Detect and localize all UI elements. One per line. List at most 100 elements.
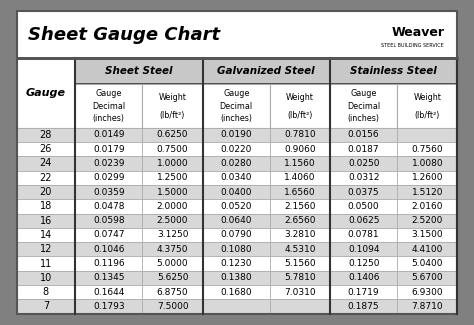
Bar	[397, 299, 457, 314]
Bar	[330, 142, 397, 156]
Text: 0.0220: 0.0220	[220, 145, 252, 154]
Text: Stainless Steel: Stainless Steel	[350, 66, 437, 76]
Text: (inches): (inches)	[93, 114, 125, 124]
Text: 8: 8	[43, 287, 49, 297]
Bar	[17, 214, 75, 228]
Bar	[270, 242, 330, 256]
Text: 7.8710: 7.8710	[411, 302, 443, 311]
Text: 6.8750: 6.8750	[157, 288, 188, 297]
Bar	[270, 156, 330, 171]
Text: 1.4060: 1.4060	[284, 173, 316, 182]
Text: Gauge: Gauge	[26, 88, 66, 98]
Bar	[17, 299, 75, 314]
Text: 0.6250: 0.6250	[157, 130, 188, 139]
Bar	[17, 285, 75, 299]
Bar	[143, 242, 202, 256]
Bar	[330, 185, 397, 199]
Text: 0.1230: 0.1230	[220, 259, 252, 268]
Text: 3.1500: 3.1500	[411, 230, 443, 240]
Text: 0.0781: 0.0781	[348, 230, 380, 240]
Bar	[17, 256, 75, 271]
Text: 3.1250: 3.1250	[157, 230, 188, 240]
Text: Weight: Weight	[286, 94, 314, 102]
Text: 7: 7	[43, 302, 49, 311]
Bar	[17, 142, 75, 156]
Text: 18: 18	[40, 202, 52, 211]
Text: 0.1875: 0.1875	[348, 302, 380, 311]
Text: 0.0640: 0.0640	[220, 216, 252, 225]
Text: 5.1560: 5.1560	[284, 259, 316, 268]
Bar	[270, 171, 330, 185]
Text: 0.0239: 0.0239	[93, 159, 125, 168]
Bar	[397, 171, 457, 185]
Text: 5.0000: 5.0000	[157, 259, 188, 268]
Bar	[270, 185, 330, 199]
Text: 0.7560: 0.7560	[411, 145, 443, 154]
Bar	[202, 199, 270, 214]
Text: 0.1080: 0.1080	[220, 245, 252, 254]
Bar	[75, 199, 143, 214]
Text: 2.0000: 2.0000	[157, 202, 188, 211]
Bar	[330, 156, 397, 171]
Text: Gauge: Gauge	[96, 89, 122, 98]
Text: 1.5000: 1.5000	[157, 188, 188, 197]
Text: 3.2810: 3.2810	[284, 230, 316, 240]
Bar	[143, 271, 202, 285]
Bar	[202, 228, 270, 242]
Text: 0.0190: 0.0190	[220, 130, 252, 139]
Text: 7.0310: 7.0310	[284, 288, 316, 297]
Text: (lb/ft²): (lb/ft²)	[287, 111, 313, 120]
Text: Sheet Gauge Chart: Sheet Gauge Chart	[27, 26, 220, 44]
Text: Gauge: Gauge	[223, 89, 249, 98]
Text: 1.0080: 1.0080	[411, 159, 443, 168]
Text: 1.2600: 1.2600	[411, 173, 443, 182]
Text: 0.1250: 0.1250	[348, 259, 379, 268]
Bar	[202, 285, 270, 299]
Text: 0.0179: 0.0179	[93, 145, 125, 154]
Text: (lb/ft²): (lb/ft²)	[160, 111, 185, 120]
Bar	[202, 185, 270, 199]
Text: 6.9300: 6.9300	[411, 288, 443, 297]
Bar	[270, 299, 330, 314]
Text: 0.0400: 0.0400	[220, 188, 252, 197]
Text: 22: 22	[40, 173, 52, 183]
Bar	[17, 185, 75, 199]
Bar	[143, 199, 202, 214]
Bar	[75, 156, 143, 171]
Bar	[143, 299, 202, 314]
Text: 0.1094: 0.1094	[348, 245, 379, 254]
Text: 5.0400: 5.0400	[411, 259, 443, 268]
Bar	[330, 171, 397, 185]
Bar	[17, 228, 75, 242]
Text: 0.1380: 0.1380	[220, 273, 252, 282]
Text: 2.1560: 2.1560	[284, 202, 316, 211]
Text: 0.1719: 0.1719	[348, 288, 380, 297]
Bar	[330, 285, 397, 299]
Text: 14: 14	[40, 230, 52, 240]
Text: Weight: Weight	[413, 94, 441, 102]
Bar	[75, 142, 143, 156]
Text: 12: 12	[40, 244, 52, 254]
Bar	[75, 271, 143, 285]
Bar	[330, 299, 397, 314]
Bar	[330, 228, 397, 242]
Bar	[270, 271, 330, 285]
Bar	[75, 256, 143, 271]
Bar	[75, 228, 143, 242]
Bar	[202, 171, 270, 185]
Text: 0.7810: 0.7810	[284, 130, 316, 139]
Text: 0.0149: 0.0149	[93, 130, 125, 139]
Bar	[75, 128, 143, 142]
Text: Galvanized Steel: Galvanized Steel	[218, 66, 315, 76]
Text: 7.5000: 7.5000	[157, 302, 188, 311]
Bar	[397, 142, 457, 156]
Bar	[397, 256, 457, 271]
Text: Weaver: Weaver	[391, 26, 444, 39]
Bar	[75, 214, 143, 228]
Text: 4.3750: 4.3750	[157, 245, 188, 254]
Text: 0.1644: 0.1644	[93, 288, 125, 297]
Bar	[270, 228, 330, 242]
Bar	[397, 84, 457, 128]
Bar	[75, 299, 143, 314]
Bar	[330, 84, 397, 128]
